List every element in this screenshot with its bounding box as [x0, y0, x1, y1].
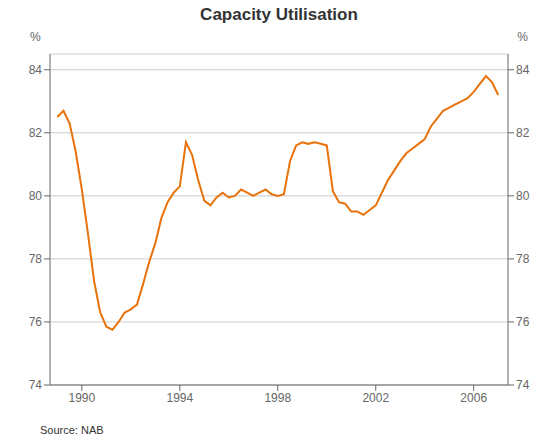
svg-text:84: 84: [29, 63, 43, 77]
svg-text:1998: 1998: [264, 391, 291, 405]
svg-text:1990: 1990: [68, 391, 95, 405]
svg-text:80: 80: [29, 189, 43, 203]
svg-text:2006: 2006: [460, 391, 487, 405]
svg-text:2002: 2002: [362, 391, 389, 405]
html-text:Source: NAB: Source: NAB: [40, 424, 104, 436]
svg-text:80: 80: [516, 189, 530, 203]
svg-text:82: 82: [29, 126, 43, 140]
svg-text:74: 74: [516, 378, 530, 392]
svg-text:76: 76: [516, 315, 530, 329]
svg-text:82: 82: [516, 126, 530, 140]
svg-text:76: 76: [29, 315, 43, 329]
svg-text:78: 78: [516, 252, 530, 266]
svg-text:1994: 1994: [166, 391, 193, 405]
svg-text:78: 78: [29, 252, 43, 266]
svg-text:84: 84: [516, 63, 530, 77]
svg-text:74: 74: [29, 378, 43, 392]
html-text:Capacity Utilisation: Capacity Utilisation: [200, 5, 358, 24]
